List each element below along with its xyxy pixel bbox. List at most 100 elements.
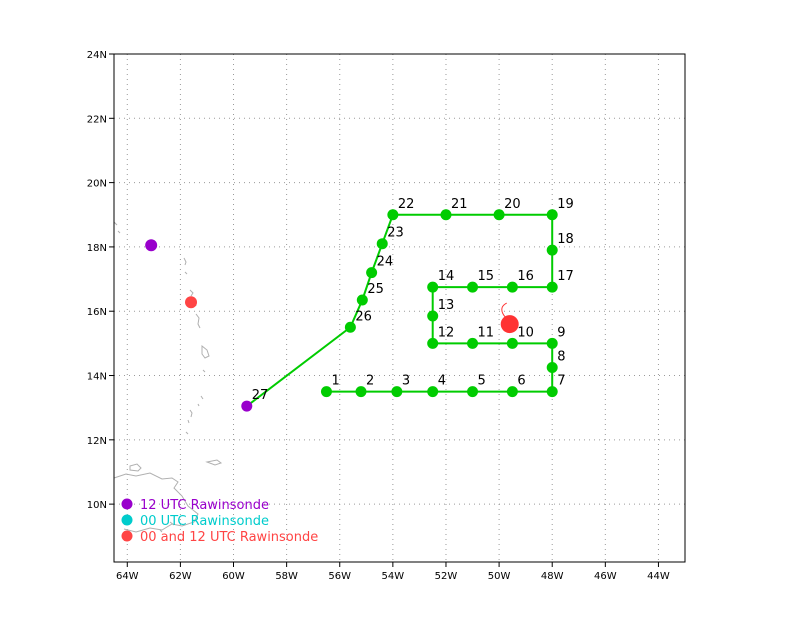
coast-island [129,463,142,472]
dropsonde-label-12: 12 [438,325,455,340]
coast-island [185,409,193,435]
y-tick-label: 24N [87,50,107,61]
dropsonde-label-19: 19 [557,197,574,212]
dropsonde-point-12 [427,337,439,349]
coast-island [201,344,210,359]
dropsonde-label-8: 8 [557,349,565,364]
dropsonde-point-18 [546,244,558,256]
axis-ticks: 64W 62W 60W 58W 56W 54W 52W 50W 48W 46W 44W 10N 12N 1… [87,50,670,582]
dropsonde-label-18: 18 [557,232,574,247]
x-tick-label: 58W [275,571,298,582]
dropsonde-point-14 [427,281,439,293]
grid-lines [114,53,685,562]
coast-island [205,459,223,466]
coast-island [183,257,188,275]
dropsonde-label-11: 11 [478,325,495,340]
dropsonde-label-21: 21 [451,197,468,212]
y-tick-label: 10N [87,500,107,511]
dropsonde-point-24 [366,267,378,279]
storm-center-marker [500,315,519,334]
y-tick-label: 12N [87,436,107,447]
x-tick-label: 60W [222,571,245,582]
dropsonde-point-2 [355,386,367,398]
x-tick-label: 62W [169,571,192,582]
coast-island [195,313,201,329]
legend-label: 12 UTC Rawinsonde [140,498,269,513]
dropsonde-point-19 [546,209,558,221]
storm-motion-arrow [501,302,509,321]
dropsonde-label-6: 6 [517,374,525,389]
coastline-islands [113,221,223,533]
dropsonde-point-9 [546,337,558,349]
dropsonde-label-7: 7 [557,374,565,389]
x-tick-label: 64W [116,571,139,582]
dropsonde-label-4: 4 [438,374,446,389]
dropsonde-label-16: 16 [517,269,534,284]
dropsonde-label-24: 24 [377,255,394,270]
y-tick-label: 20N [87,179,107,190]
dropsonde-point-5 [467,386,479,398]
dropsonde-point-7 [546,386,558,398]
dropsonde-label-1: 1 [331,374,339,389]
dropsonde-point-13 [427,310,439,322]
dropsonde-label-9: 9 [557,325,565,340]
rawinsonde-station [145,239,158,252]
dropsonde-label-3: 3 [402,374,410,389]
dropsonde-label-27: 27 [252,388,269,403]
dropsonde-point-25 [356,294,368,306]
dropsonde-label-14: 14 [438,269,455,284]
dropsonde-point-10 [506,337,518,349]
x-tick-label: 54W [382,571,405,582]
plot-frame [113,53,686,563]
dropsonde-label-26: 26 [355,309,372,324]
x-tick-label: 56W [328,571,351,582]
legend-label: 00 UTC Rawinsonde [140,514,269,529]
dropsonde-label-5: 5 [478,374,486,389]
y-tick-label: 16N [87,307,107,318]
dropsonde-point-6 [506,386,518,398]
dropsonde-point-17 [546,281,558,293]
coast-island [159,521,175,533]
dropsonde-point-16 [506,281,518,293]
legend-marker [121,530,133,542]
y-tick-label: 22N [87,114,107,125]
coast-mainland [113,472,199,533]
x-tick-label: 48W [541,571,564,582]
dropsonde-point-20 [493,209,505,221]
y-tick-label: 18N [87,243,107,254]
dropsonde-label-17: 17 [557,269,574,284]
dropsonde-label-23: 23 [387,226,404,241]
track-line [246,213,554,407]
dropsonde-point-15 [467,281,479,293]
dropsonde-point-8 [546,361,558,373]
coast-island [197,369,206,407]
rawinsonde-stations [145,239,519,334]
dropsonde-point-22 [387,209,399,221]
dropsonde-label-25: 25 [367,282,384,297]
dropsonde-label-13: 13 [438,298,455,313]
dropsonde-label-15: 15 [478,269,495,284]
rawinsonde-station [185,296,198,309]
x-tick-label: 46W [594,571,617,582]
dropsonde-point-4 [427,386,439,398]
dropsonde-point-1 [320,386,332,398]
x-tick-label: 52W [435,571,458,582]
legend-label: 00 and 12 UTC Rawinsonde [140,530,318,545]
y-tick-label: 14N [87,372,107,383]
dropsonde-point-27 [241,400,253,412]
dropsonde-point-3 [391,386,403,398]
dropsonde-point-23 [376,238,388,250]
x-tick-label: 44W [647,571,670,582]
dropsonde-label-2: 2 [366,374,374,389]
x-tick-label: 50W [488,571,511,582]
dropsonde-point-11 [467,337,479,349]
legend-marker [121,498,133,510]
dropsonde-label-10: 10 [517,325,534,340]
dropsonde-point-26 [344,321,356,333]
dropsonde-label-20: 20 [504,197,521,212]
dropsonde-label-22: 22 [398,197,415,212]
coast-island [113,221,121,234]
